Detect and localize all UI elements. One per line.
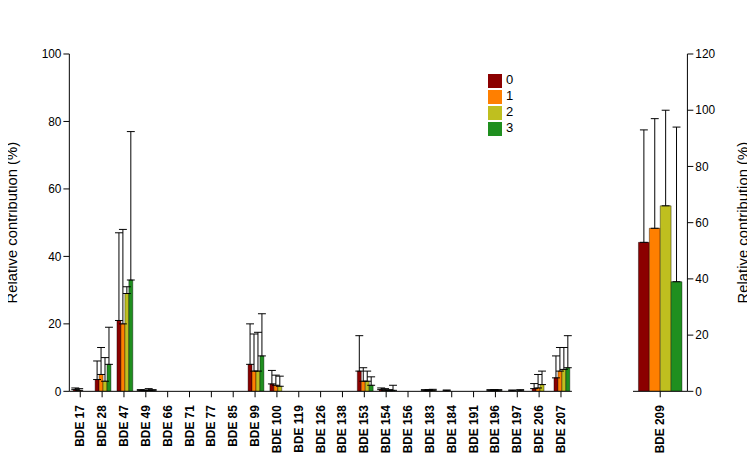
html-text:1: 1 xyxy=(506,88,514,103)
svg-text:120: 120 xyxy=(696,47,716,61)
svg-text:BDE 49: BDE 49 xyxy=(139,405,153,447)
svg-text:BDE 197: BDE 197 xyxy=(510,405,524,454)
svg-text:20: 20 xyxy=(48,317,62,331)
svg-text:0: 0 xyxy=(696,385,703,399)
svg-text:BDE 71: BDE 71 xyxy=(183,405,197,447)
svg-text:40: 40 xyxy=(48,250,62,264)
svg-text:20: 20 xyxy=(696,328,710,342)
html-text:0: 0 xyxy=(506,72,514,87)
svg-text:BDE 47: BDE 47 xyxy=(117,405,131,447)
svg-text:BDE 66: BDE 66 xyxy=(161,405,175,447)
html-text:2: 2 xyxy=(506,104,514,119)
svg-text:BDE 85: BDE 85 xyxy=(226,405,240,447)
svg-text:100: 100 xyxy=(42,47,62,61)
svg-text:BDE 209: BDE 209 xyxy=(653,405,667,454)
html-text:3: 3 xyxy=(506,120,514,135)
svg-text:BDE 207: BDE 207 xyxy=(554,405,568,454)
svg-text:BDE 119: BDE 119 xyxy=(292,405,306,453)
svg-text:BDE 17: BDE 17 xyxy=(73,405,87,447)
svg-text:Relative contribution (%): Relative contribution (%) xyxy=(735,142,747,304)
svg-text:80: 80 xyxy=(48,115,62,129)
svg-text:0: 0 xyxy=(55,385,62,399)
svg-text:BDE 191: BDE 191 xyxy=(467,405,481,454)
svg-text:BDE 196: BDE 196 xyxy=(488,405,502,454)
svg-text:BDE 156: BDE 156 xyxy=(401,405,415,454)
svg-text:80: 80 xyxy=(696,160,710,174)
svg-text:100: 100 xyxy=(696,103,716,117)
svg-text:BDE 183: BDE 183 xyxy=(423,405,437,454)
svg-text:BDE 100: BDE 100 xyxy=(270,405,284,454)
svg-text:BDE 184: BDE 184 xyxy=(445,405,459,454)
svg-text:BDE 77: BDE 77 xyxy=(204,405,218,447)
svg-text:60: 60 xyxy=(696,216,710,230)
svg-text:BDE 206: BDE 206 xyxy=(532,405,546,454)
svg-text:40: 40 xyxy=(696,272,710,286)
svg-text:BDE 126: BDE 126 xyxy=(314,405,328,454)
svg-text:BDE 28: BDE 28 xyxy=(95,405,109,447)
svg-text:BDE 153: BDE 153 xyxy=(357,405,371,454)
svg-text:Relative contribution (%): Relative contribution (%) xyxy=(8,142,20,304)
svg-text:BDE 154: BDE 154 xyxy=(379,405,393,454)
svg-text:BDE 138: BDE 138 xyxy=(335,405,349,454)
svg-text:60: 60 xyxy=(48,182,62,196)
svg-text:BDE 99: BDE 99 xyxy=(248,405,262,447)
